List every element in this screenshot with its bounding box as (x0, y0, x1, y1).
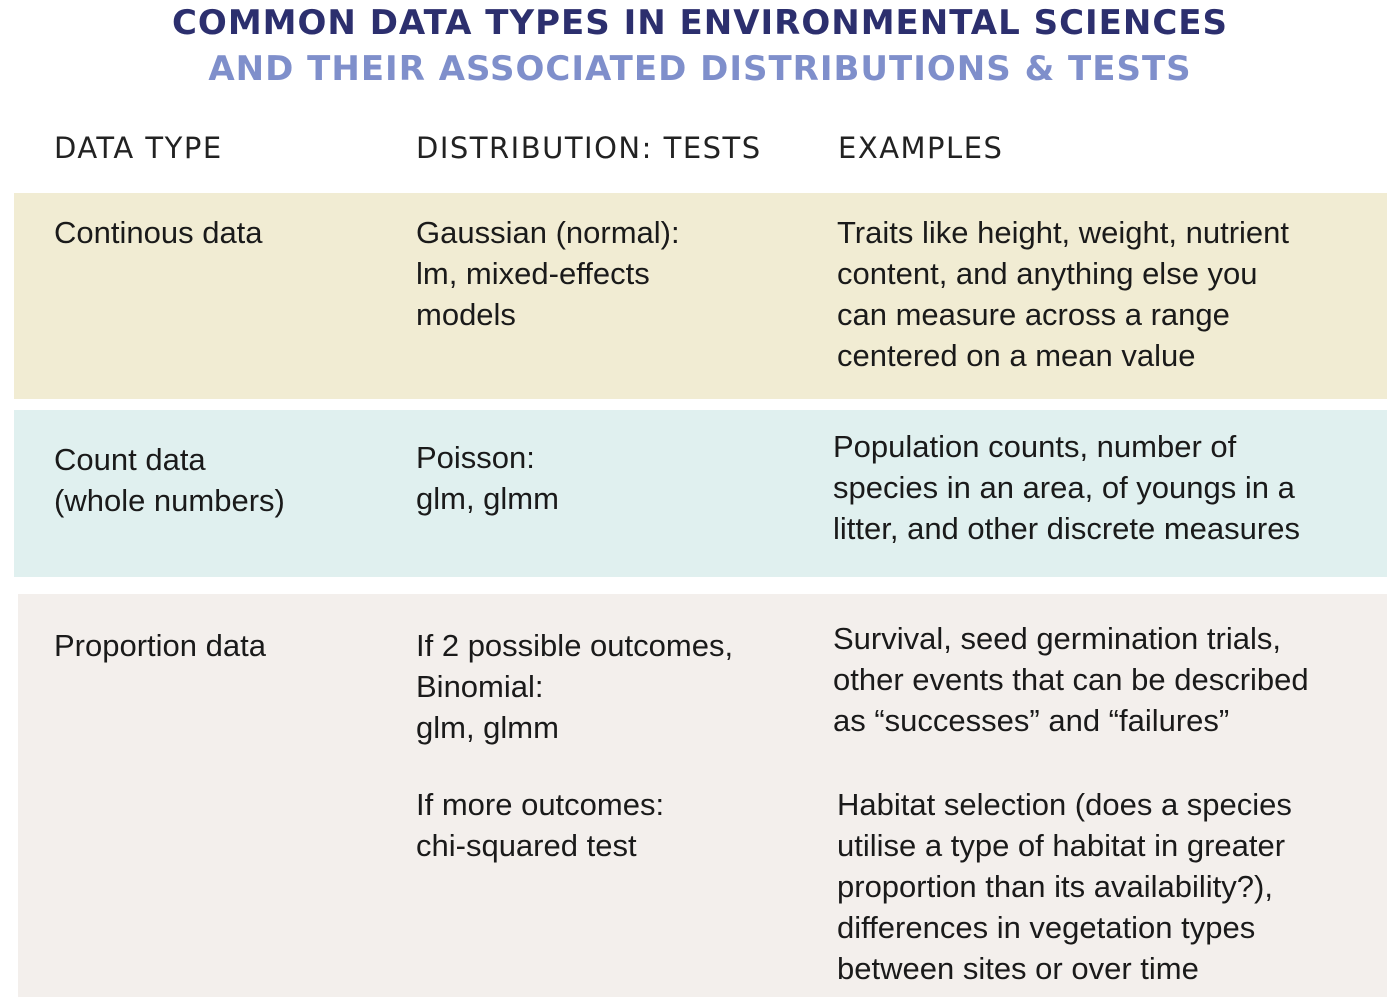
row-count-data (14, 410, 1387, 577)
header-distribution-tests: DISTRIBUTION: TESTS (416, 131, 762, 165)
continuous-data-type: Continous data (54, 215, 263, 250)
row-continuous-data (14, 193, 1387, 399)
proportion-examples-binomial: Survival, seed germination trials, other… (833, 621, 1309, 738)
proportion-distribution-multi: If more outcomes: chi-squared test (416, 787, 665, 863)
continuous-examples: Traits like height, weight, nutrient con… (837, 215, 1290, 373)
header-data-type: DATA TYPE (54, 131, 223, 165)
proportion-examples-multi: Habitat selection (does a species utilis… (837, 787, 1292, 986)
count-distribution: Poisson: glm, glmm (416, 440, 559, 516)
page-subtitle: AND THEIR ASSOCIATED DISTRIBUTIONS & TES… (208, 49, 1192, 89)
proportion-data-type: Proportion data (54, 628, 266, 663)
continuous-distribution: Gaussian (normal): lm, mixed-effects mod… (416, 215, 680, 332)
row-proportion-data (18, 594, 1387, 997)
count-examples: Population counts, number of species in … (833, 429, 1300, 546)
proportion-distribution-binomial: If 2 possible outcomes, Binomial: glm, g… (416, 628, 734, 745)
header-examples: EXAMPLES (838, 131, 1004, 165)
page-title: COMMON DATA TYPES IN ENVIRONMENTAL SCIEN… (171, 3, 1229, 43)
count-data-type: Count data (whole numbers) (54, 442, 285, 518)
